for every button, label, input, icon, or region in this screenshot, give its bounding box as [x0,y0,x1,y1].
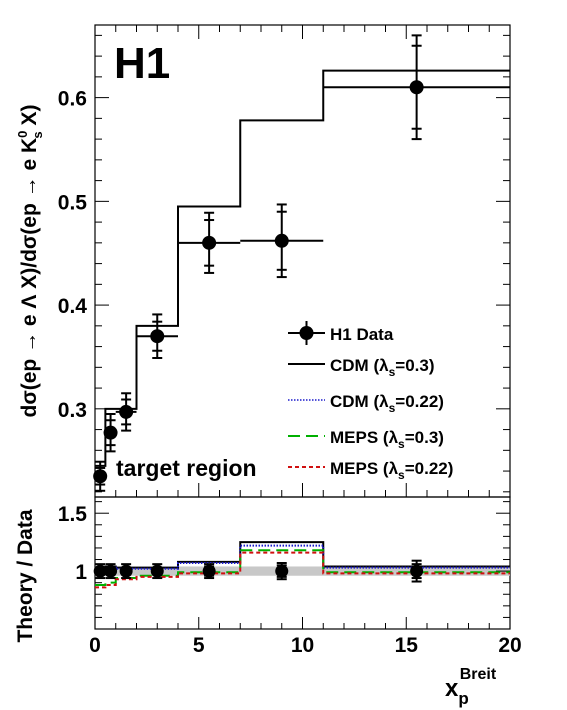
bottom-syst-band [95,566,510,576]
top-data-point [93,469,108,484]
legend-lambda: λ [379,392,389,411]
top-cdm-histogram [95,69,510,467]
bottom-ylabel: Theory / Data [14,509,37,642]
top-ytick-label: 0.3 [58,399,87,422]
x-axis-label-main: x [445,675,459,702]
bottom-ratio-cdm_022 [95,544,510,570]
legend-lambda-sub: s [398,468,405,482]
bottom-xtick-label: 0 [89,634,101,657]
legend-model-prefix: CDM ( [330,392,379,411]
top-ytick-label: 0.6 [58,88,87,111]
legend-model-label: MEPS (λs=0.3) [330,428,444,451]
top-data-point [103,425,118,440]
top-data-point [409,80,424,95]
legend-model-suffix: =0.22) [395,392,444,411]
top-ylabel: dσ(ep → e Λ X)/dσ(ep → e K0s X) [15,105,45,418]
top-ylabel-sub: s [30,131,45,138]
top-data [93,34,510,492]
bottom-panel-frame [94,496,511,630]
legend-model-label: CDM (λs=0.3) [330,356,435,379]
legend-lambda: λ [389,459,399,478]
top-ytick-label: 0.5 [58,191,88,214]
bottom-xtick-label: 10 [291,634,314,657]
bottom-xtick-label: 5 [193,634,205,657]
legend-data-marker [299,326,314,340]
legend-lambda-sub: s [398,437,405,451]
legend-lambda: λ [379,356,389,375]
legend-model-prefix: CDM ( [330,356,379,375]
bottom-ytick-label: 1 [75,561,87,584]
top-ylabel-tail: X) [18,105,41,132]
bottom-xtick-label: 20 [498,634,521,657]
top-data-point [274,233,289,248]
bottom-data [93,559,424,583]
top-ylabel-sup: 0 [15,131,30,138]
top-panel-frame [94,24,511,498]
legend-lambda: λ [389,428,399,447]
bottom-ytick-label: 1.5 [58,503,88,526]
legend-lambda-sub: s [389,365,396,379]
bottom-data-point [93,564,107,578]
bottom-data-point [202,564,216,578]
legend-model-label: MEPS (λs=0.22) [330,459,453,482]
x-axis-label: xp Breit [445,666,497,708]
bottom-data-point [104,564,118,578]
top-ylabel-main: dσ(ep → e Λ X)/dσ(ep → e K [18,138,41,418]
bottom-xtick-label: 15 [395,634,419,657]
legend-model-suffix: =0.22) [405,459,454,478]
bottom-data-point [150,564,164,578]
top-panel: 0.3 0.4 0.5 0.6 H1 target region H1 Data CDM… [15,24,511,498]
bottom-data-point [410,564,424,578]
legend-model-prefix: MEPS ( [330,428,389,447]
legend-data-label: H1 Data [330,325,394,344]
top-axes: 0.3 0.4 0.5 0.6 [58,25,511,497]
top-ytick-label: 0.4 [58,295,88,318]
bottom-panel: 1 1.5 0 5 10 15 20 Theory / Data xp Breit [14,496,522,708]
bottom-data-point [275,564,289,578]
experiment-label: H1 [114,39,170,88]
top-data-point [119,404,134,419]
region-label: target region [116,455,257,481]
bottom-axes: 1 1.5 0 5 10 15 20 [58,501,522,657]
x-axis-label-sup: Breit [460,666,497,683]
legend-lambda-sub: s [389,401,396,415]
top-series [95,69,510,467]
legend-model-prefix: MEPS ( [330,459,389,478]
x-axis-label-sub: p [458,689,468,708]
legend-model-suffix: =0.3) [405,428,444,447]
bottom-ratio-cdm_03 [95,541,510,569]
legend-model-label: CDM (λs=0.22) [330,392,444,415]
top-data-point [150,329,165,344]
bottom-data-point [119,564,133,578]
top-data-point [202,235,217,250]
bottom-band [95,566,510,576]
legend-model-suffix: =0.3) [395,356,434,375]
